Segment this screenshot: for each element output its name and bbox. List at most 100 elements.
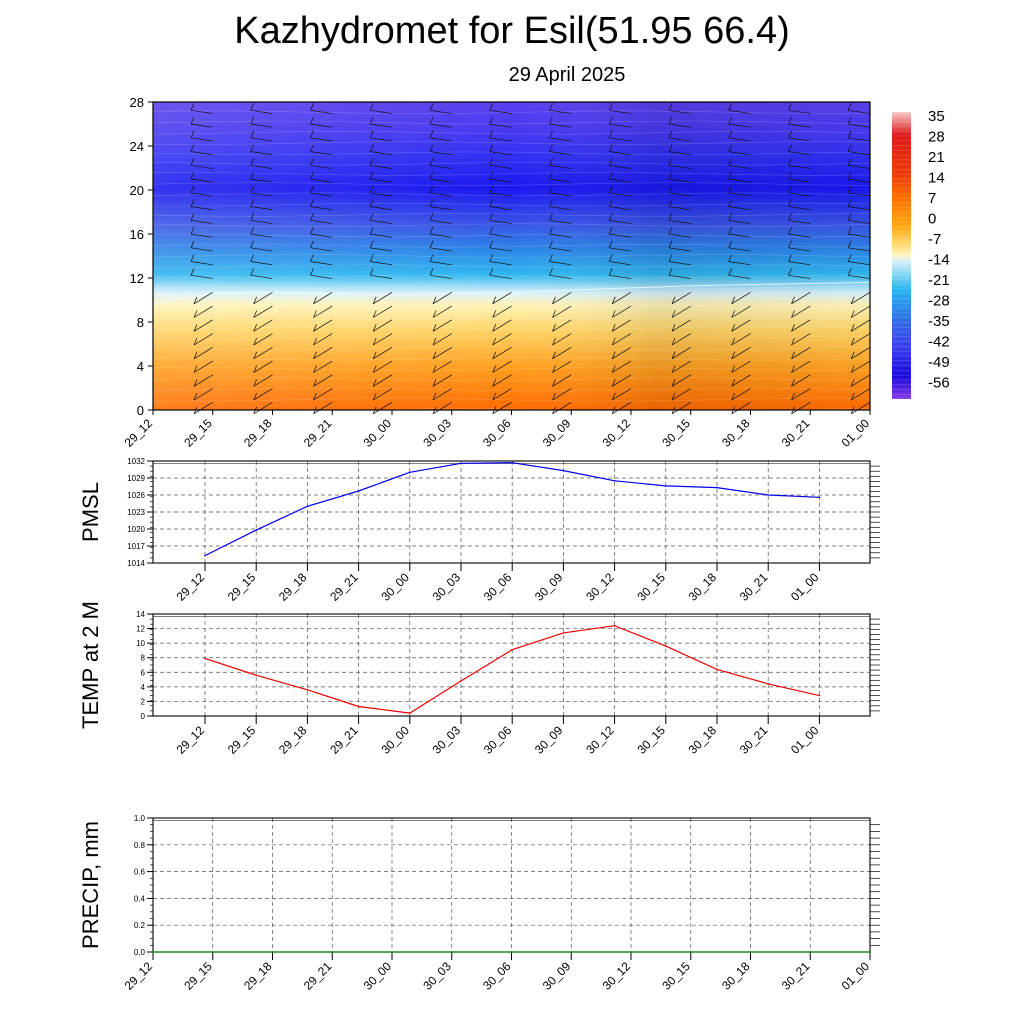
wind-barb-flag xyxy=(432,365,437,373)
wind-barb-flag xyxy=(190,268,195,276)
y-tick-label: 4 xyxy=(141,683,146,692)
wind-barb xyxy=(788,206,811,211)
wind-barb-flag xyxy=(429,185,434,193)
wind-barb xyxy=(848,233,871,238)
wind-barb xyxy=(671,388,691,401)
wind-barb-flag xyxy=(850,365,855,373)
wind-barb xyxy=(313,319,333,332)
data-point xyxy=(409,712,411,714)
pmsl-panel: 1014 1017 1020 1023 1026 1029 1032 29_12 29_15 29… xyxy=(78,457,880,604)
wind-barb-flag xyxy=(432,379,437,387)
wind-barb xyxy=(190,123,213,128)
wind-barb-flag xyxy=(193,337,198,346)
x-tick-label: 29_21 xyxy=(301,416,335,450)
wind-barb-flag xyxy=(552,365,556,373)
wind-barb-flag xyxy=(668,185,673,193)
wind-barb xyxy=(489,151,512,156)
wind-barb xyxy=(668,109,691,114)
wind-barb-flag xyxy=(369,240,374,248)
wind-barb xyxy=(851,402,871,415)
wind-barb xyxy=(373,388,393,401)
colorbar-label: 28 xyxy=(928,129,945,146)
wind-barb-flag xyxy=(372,365,377,373)
wind-barb-flag xyxy=(250,103,255,111)
x-tick-label: 30_15 xyxy=(634,723,668,757)
wind-barb xyxy=(731,402,751,415)
x-tick-label: 30_09 xyxy=(532,723,566,757)
data-point xyxy=(570,951,573,953)
wind-barb-flag xyxy=(432,392,437,401)
wind-barb-flag xyxy=(429,144,434,152)
wind-barb-flag xyxy=(788,116,792,125)
wind-barb xyxy=(851,360,871,373)
wind-barb-flag xyxy=(429,226,434,235)
x-tick-label: 30_03 xyxy=(430,723,464,757)
wind-barb xyxy=(791,319,811,332)
wind-barb xyxy=(848,219,871,224)
wind-barb-flag xyxy=(549,254,553,262)
wind-barb-flag xyxy=(432,337,437,346)
wind-barb xyxy=(731,319,751,332)
wind-barb-flag xyxy=(250,116,255,125)
x-tick-label: 30_03 xyxy=(420,416,454,450)
wind-barb xyxy=(788,274,811,279)
wind-barb-flag xyxy=(552,324,556,332)
wind-barb-flag xyxy=(791,392,795,401)
wind-barb xyxy=(432,333,452,346)
wind-barb-flag xyxy=(250,158,255,166)
wind-barb xyxy=(190,219,213,224)
data-point xyxy=(306,689,309,691)
x-tick-label: 30_00 xyxy=(378,723,412,757)
wind-barb xyxy=(253,360,273,373)
x-tick-label: 29_15 xyxy=(181,959,215,993)
wind-barb-flag xyxy=(429,240,434,248)
x-tick-label: 30_15 xyxy=(659,416,693,450)
wind-barb xyxy=(671,402,691,415)
data-point xyxy=(510,951,513,953)
x-tick-label: 30_00 xyxy=(361,959,395,993)
wind-barb-flag xyxy=(731,310,736,318)
wind-barb-flag xyxy=(668,199,673,207)
wind-barb-flag xyxy=(788,171,792,180)
data-point xyxy=(331,951,334,953)
wind-barb-flag xyxy=(250,268,255,276)
y-tick-label: 12 xyxy=(130,271,144,286)
wind-barb xyxy=(492,388,512,401)
y-tick-label: 1020 xyxy=(127,525,145,534)
wind-barb xyxy=(549,247,572,252)
y-tick-label: 0.8 xyxy=(134,841,146,850)
wind-barb xyxy=(609,206,632,211)
wind-barb xyxy=(373,360,393,373)
wind-barb-flag xyxy=(728,171,733,180)
wind-barb xyxy=(370,164,393,169)
x-tick-label: 30_21 xyxy=(737,570,771,604)
wind-barb xyxy=(250,178,273,183)
wind-barb xyxy=(310,178,333,183)
wind-barb-flag xyxy=(489,171,494,180)
wind-barb xyxy=(788,261,811,266)
wind-barb-flag xyxy=(310,158,314,166)
wind-barb-flag xyxy=(492,351,497,359)
wind-barb-flag xyxy=(788,226,792,235)
wind-barb xyxy=(489,261,512,266)
wind-barb-flag xyxy=(788,240,792,248)
data-point xyxy=(391,951,393,953)
wind-barb-flag xyxy=(671,351,676,359)
wind-barb xyxy=(549,109,572,114)
x-tick-label: 30_18 xyxy=(686,570,720,604)
wind-barb xyxy=(549,151,572,156)
wind-barb-flag xyxy=(608,185,613,193)
wind-barb xyxy=(549,274,572,279)
wind-barb-flag xyxy=(190,144,195,152)
wind-barb xyxy=(612,333,632,346)
wind-barb xyxy=(489,178,512,183)
wind-barb-flag xyxy=(847,103,852,111)
colorbar-label: -42 xyxy=(928,334,950,351)
x-tick-label: 30_18 xyxy=(719,959,753,993)
wind-barb xyxy=(489,109,512,114)
wind-barb xyxy=(612,319,632,332)
wind-barb xyxy=(609,137,632,142)
wind-barb-flag xyxy=(788,130,792,138)
wind-barb-flag xyxy=(668,144,673,152)
wind-barb-flag xyxy=(549,144,553,152)
